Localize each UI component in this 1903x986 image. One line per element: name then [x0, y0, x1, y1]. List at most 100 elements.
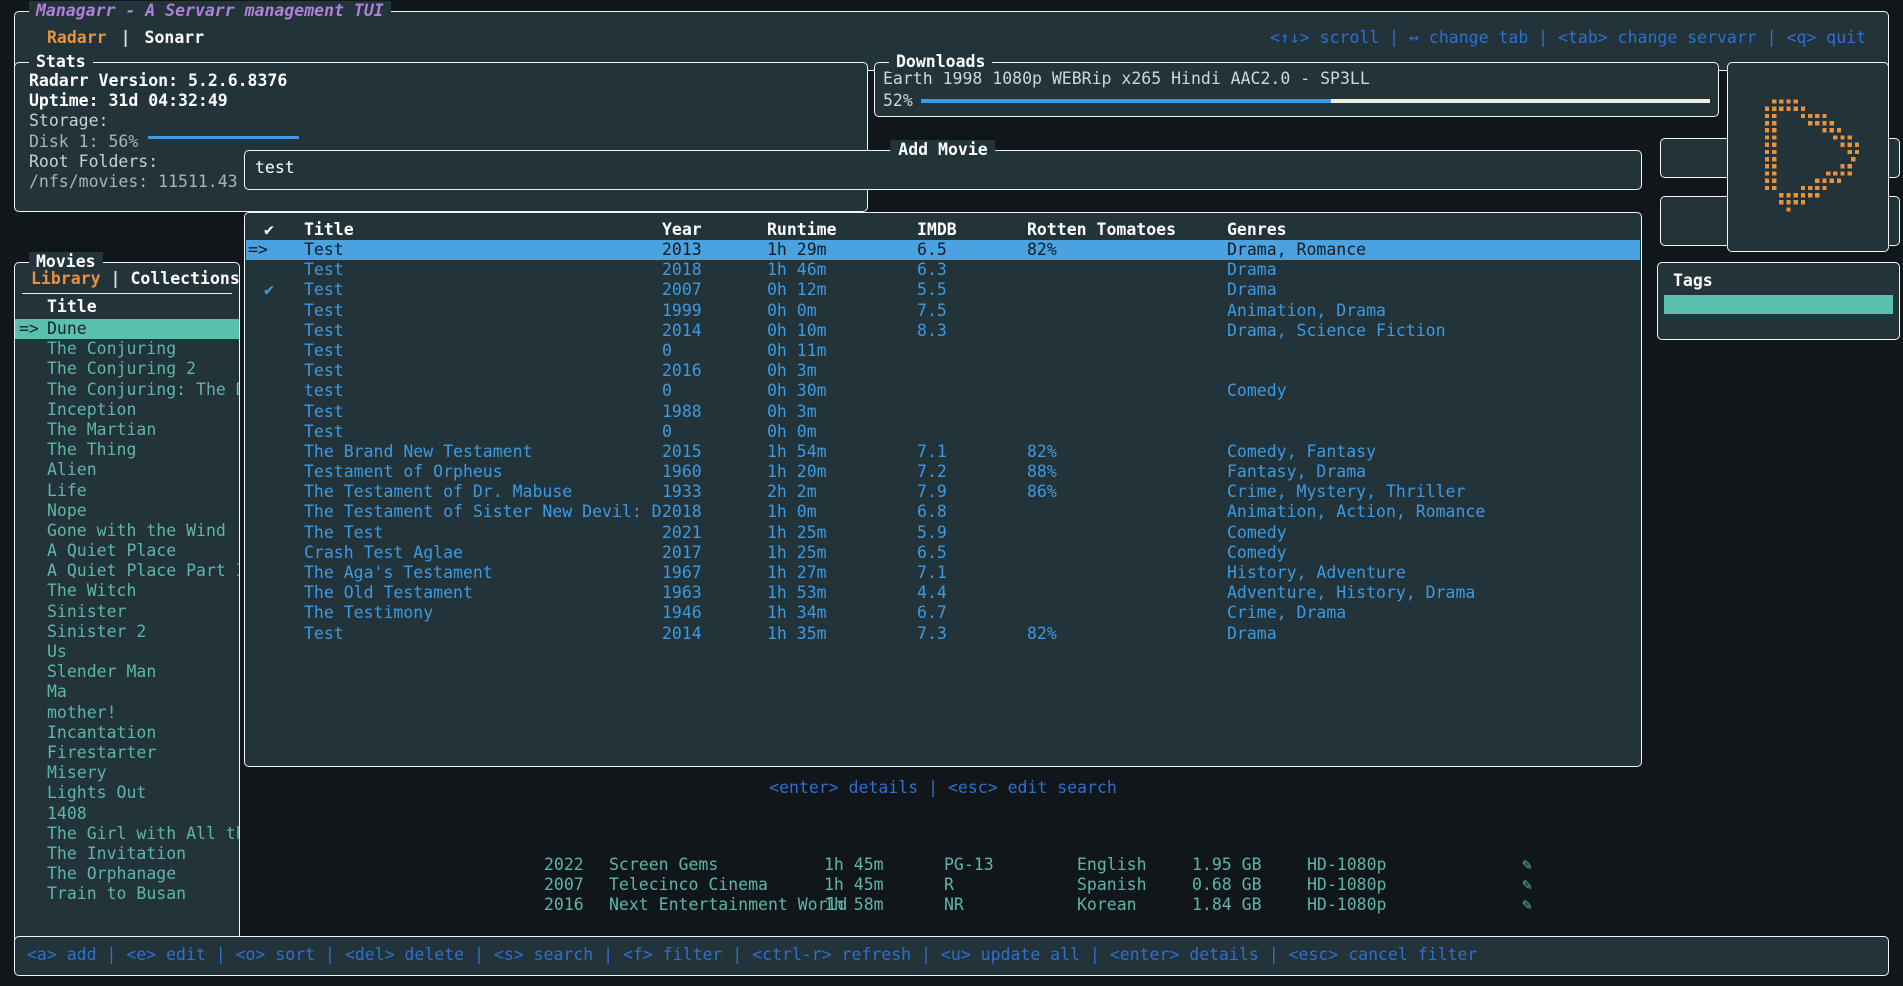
movie-list-item[interactable]: 1408 — [47, 803, 87, 823]
results-body[interactable]: => Test 2013 1h 29m 6.5 82% Drama, Romance Test… — [246, 240, 1640, 644]
result-title: Test — [304, 280, 344, 300]
movie-list-item[interactable]: Sinister — [47, 601, 127, 621]
result-check-icon — [246, 543, 292, 563]
result-row[interactable]: test 0 0h 30m Comedy — [246, 381, 1640, 401]
result-genres: Drama, Romance — [1227, 240, 1367, 259]
add-movie-search-input[interactable]: test — [255, 158, 295, 177]
search-results-panel[interactable]: ✔ Title Year Runtime IMDB Rotten Tomatoe… — [244, 212, 1642, 767]
result-row[interactable]: The Testimony 1946 1h 34m 6.7 Crime, Drama — [246, 603, 1640, 623]
result-genres: Comedy — [1227, 522, 1287, 542]
result-imdb-rating — [917, 381, 1027, 401]
result-rotten-tomatoes — [1027, 260, 1227, 280]
background-detail-row: 2022 Screen Gems 1h 45m PG-13 English 1.95 GB… — [244, 855, 1664, 875]
edit-pencil-icon: ✎ — [1522, 875, 1532, 895]
result-row[interactable]: => Test 2013 1h 29m 6.5 82% Drama, Romance — [246, 240, 1640, 261]
movie-list-item[interactable]: Incantation — [47, 722, 157, 742]
movie-list-item[interactable]: Ma — [47, 682, 67, 702]
tags-selected-row[interactable] — [1664, 295, 1893, 314]
movie-list-item[interactable]: The Witch — [47, 581, 137, 601]
movie-list-item[interactable]: The Girl with All the — [47, 823, 239, 843]
movie-list-item[interactable]: Firestarter — [47, 742, 157, 762]
movie-list-item[interactable]: The Conjuring: The De — [47, 379, 239, 399]
result-imdb-rating: 7.5 — [917, 300, 947, 320]
tab-collections[interactable]: Collections — [130, 269, 240, 288]
result-rotten-tomatoes: 82% — [1027, 240, 1057, 259]
movie-list-item[interactable]: => Dune — [15, 319, 239, 340]
result-row[interactable]: The Brand New Testament 2015 1h 54m 7.1 82% C… — [246, 442, 1640, 462]
result-imdb-rating: 5.5 — [917, 280, 947, 300]
movie-list-item[interactable]: Train to Busan — [47, 884, 187, 904]
result-year: 2015 — [662, 441, 702, 461]
result-row[interactable]: The Testament of Dr. Mabuse 1933 2h 2m 7.9 8… — [246, 482, 1640, 502]
movies-tabbar: Library | Collections | — [21, 269, 260, 289]
detail-size: 1.95 GB — [1192, 855, 1262, 874]
result-runtime: 0h 3m — [767, 401, 817, 421]
movie-list-item[interactable]: A Quiet Place Part II — [47, 561, 239, 581]
movie-list-item[interactable]: A Quiet Place — [47, 541, 177, 561]
tab-library[interactable]: Library — [31, 269, 101, 288]
movie-list-item[interactable]: Sinister 2 — [47, 621, 147, 641]
movie-list-item[interactable]: The Conjuring 2 — [47, 359, 197, 379]
movie-list-item[interactable]: The Invitation — [47, 843, 187, 863]
movie-list-item[interactable]: Misery — [47, 763, 107, 783]
movie-list-item[interactable]: The Martian — [47, 419, 157, 439]
result-row[interactable]: The Test 2021 1h 25m 5.9 Comedy — [246, 523, 1640, 543]
movie-list-item[interactable]: Us — [47, 642, 67, 661]
column-header-rotten-tomatoes[interactable]: Rotten Tomatoes — [1027, 220, 1177, 239]
result-row[interactable]: Test 2014 1h 35m 7.3 82% Drama — [246, 624, 1640, 644]
result-row[interactable]: Test 1988 0h 3m — [246, 402, 1640, 422]
movie-list-item[interactable]: Gone with the Wind — [47, 520, 226, 540]
movies-panel: Movies Library | Collections | Title => D… — [14, 252, 260, 944]
downloads-title: Downloads — [889, 52, 993, 72]
result-row[interactable]: Test 2014 0h 10m 8.3 Drama, Science Fiction — [246, 321, 1640, 341]
movie-list-item[interactable]: The Thing — [47, 440, 137, 460]
column-header-genres[interactable]: Genres — [1227, 220, 1287, 239]
movie-list-item[interactable]: The Conjuring — [47, 339, 177, 359]
result-title: The Testament of Sister New Devil: Depar — [304, 502, 662, 522]
movie-list-item[interactable]: mother! — [47, 702, 117, 722]
root-folders-label: Root Folders: — [29, 151, 159, 171]
movie-list-item[interactable]: The Orphanage — [47, 864, 177, 884]
result-year: 1960 — [662, 462, 702, 482]
tab-radarr[interactable]: Radarr — [47, 28, 107, 47]
movie-list-item[interactable]: Slender Man — [47, 662, 157, 682]
result-row[interactable]: Testament of Orpheus 1960 1h 20m 7.2 88% Fant… — [246, 462, 1640, 482]
result-row[interactable]: Crash Test Aglae 2017 1h 25m 6.5 Comedy — [246, 543, 1640, 563]
result-title: Test — [304, 401, 344, 421]
result-year: 2018 — [662, 260, 702, 280]
result-row[interactable]: The Testament of Sister New Devil: Depar… — [246, 502, 1640, 522]
movie-list-item[interactable]: Inception — [47, 399, 137, 419]
movies-title: Movies — [29, 252, 103, 272]
result-row[interactable]: Test 2018 1h 46m 6.3 Drama — [246, 260, 1640, 280]
movie-list-item[interactable]: Lights Out — [47, 783, 147, 803]
result-check-icon: ✔ — [264, 280, 274, 300]
result-row[interactable]: Test 2016 0h 3m — [246, 361, 1640, 381]
result-row[interactable]: Test 1999 0h 0m 7.5 Animation, Drama — [246, 301, 1640, 321]
result-imdb-rating: 7.1 — [917, 441, 947, 461]
result-runtime: 1h 35m — [767, 623, 827, 643]
column-header-imdb[interactable]: IMDB — [917, 220, 957, 239]
movies-list[interactable]: => Dune The Conjuring The Conjuring 2 The Co… — [15, 319, 239, 941]
root-folder-value: /nfs/movies: 11511.43 GB — [29, 172, 268, 192]
detail-language: English — [1077, 855, 1147, 874]
detail-runtime: 1h 45m — [824, 875, 884, 895]
result-row[interactable]: The Old Testament 1963 1h 53m 4.4 Adventure,… — [246, 583, 1640, 603]
tab-sonarr[interactable]: Sonarr — [144, 28, 205, 47]
movie-list-item[interactable]: Alien — [47, 460, 97, 480]
detail-quality: HD-1080p — [1307, 875, 1387, 895]
result-genres: Comedy — [1227, 381, 1287, 401]
column-header-runtime[interactable]: Runtime — [767, 220, 837, 239]
result-row[interactable]: Test 0 0h 0m — [246, 422, 1640, 442]
column-header-title[interactable]: Title — [304, 220, 354, 239]
result-title: The Testament of Dr. Mabuse — [304, 482, 573, 502]
result-row[interactable]: ✔ Test 2007 0h 12m 5.5 Drama — [246, 280, 1640, 300]
result-row[interactable]: Test 0 0h 11m — [246, 341, 1640, 361]
download-percent-label: 52% — [883, 91, 913, 111]
add-movie-search-panel[interactable]: Add Movie test — [244, 140, 1642, 190]
result-row[interactable]: The Aga's Testament 1967 1h 27m 7.1 History,… — [246, 563, 1640, 583]
result-rotten-tomatoes — [1027, 361, 1227, 381]
movie-list-item[interactable]: Nope — [47, 500, 87, 520]
column-header-year[interactable]: Year — [662, 220, 702, 239]
movie-list-item[interactable]: Life — [47, 480, 87, 500]
result-title: Test — [304, 623, 344, 643]
